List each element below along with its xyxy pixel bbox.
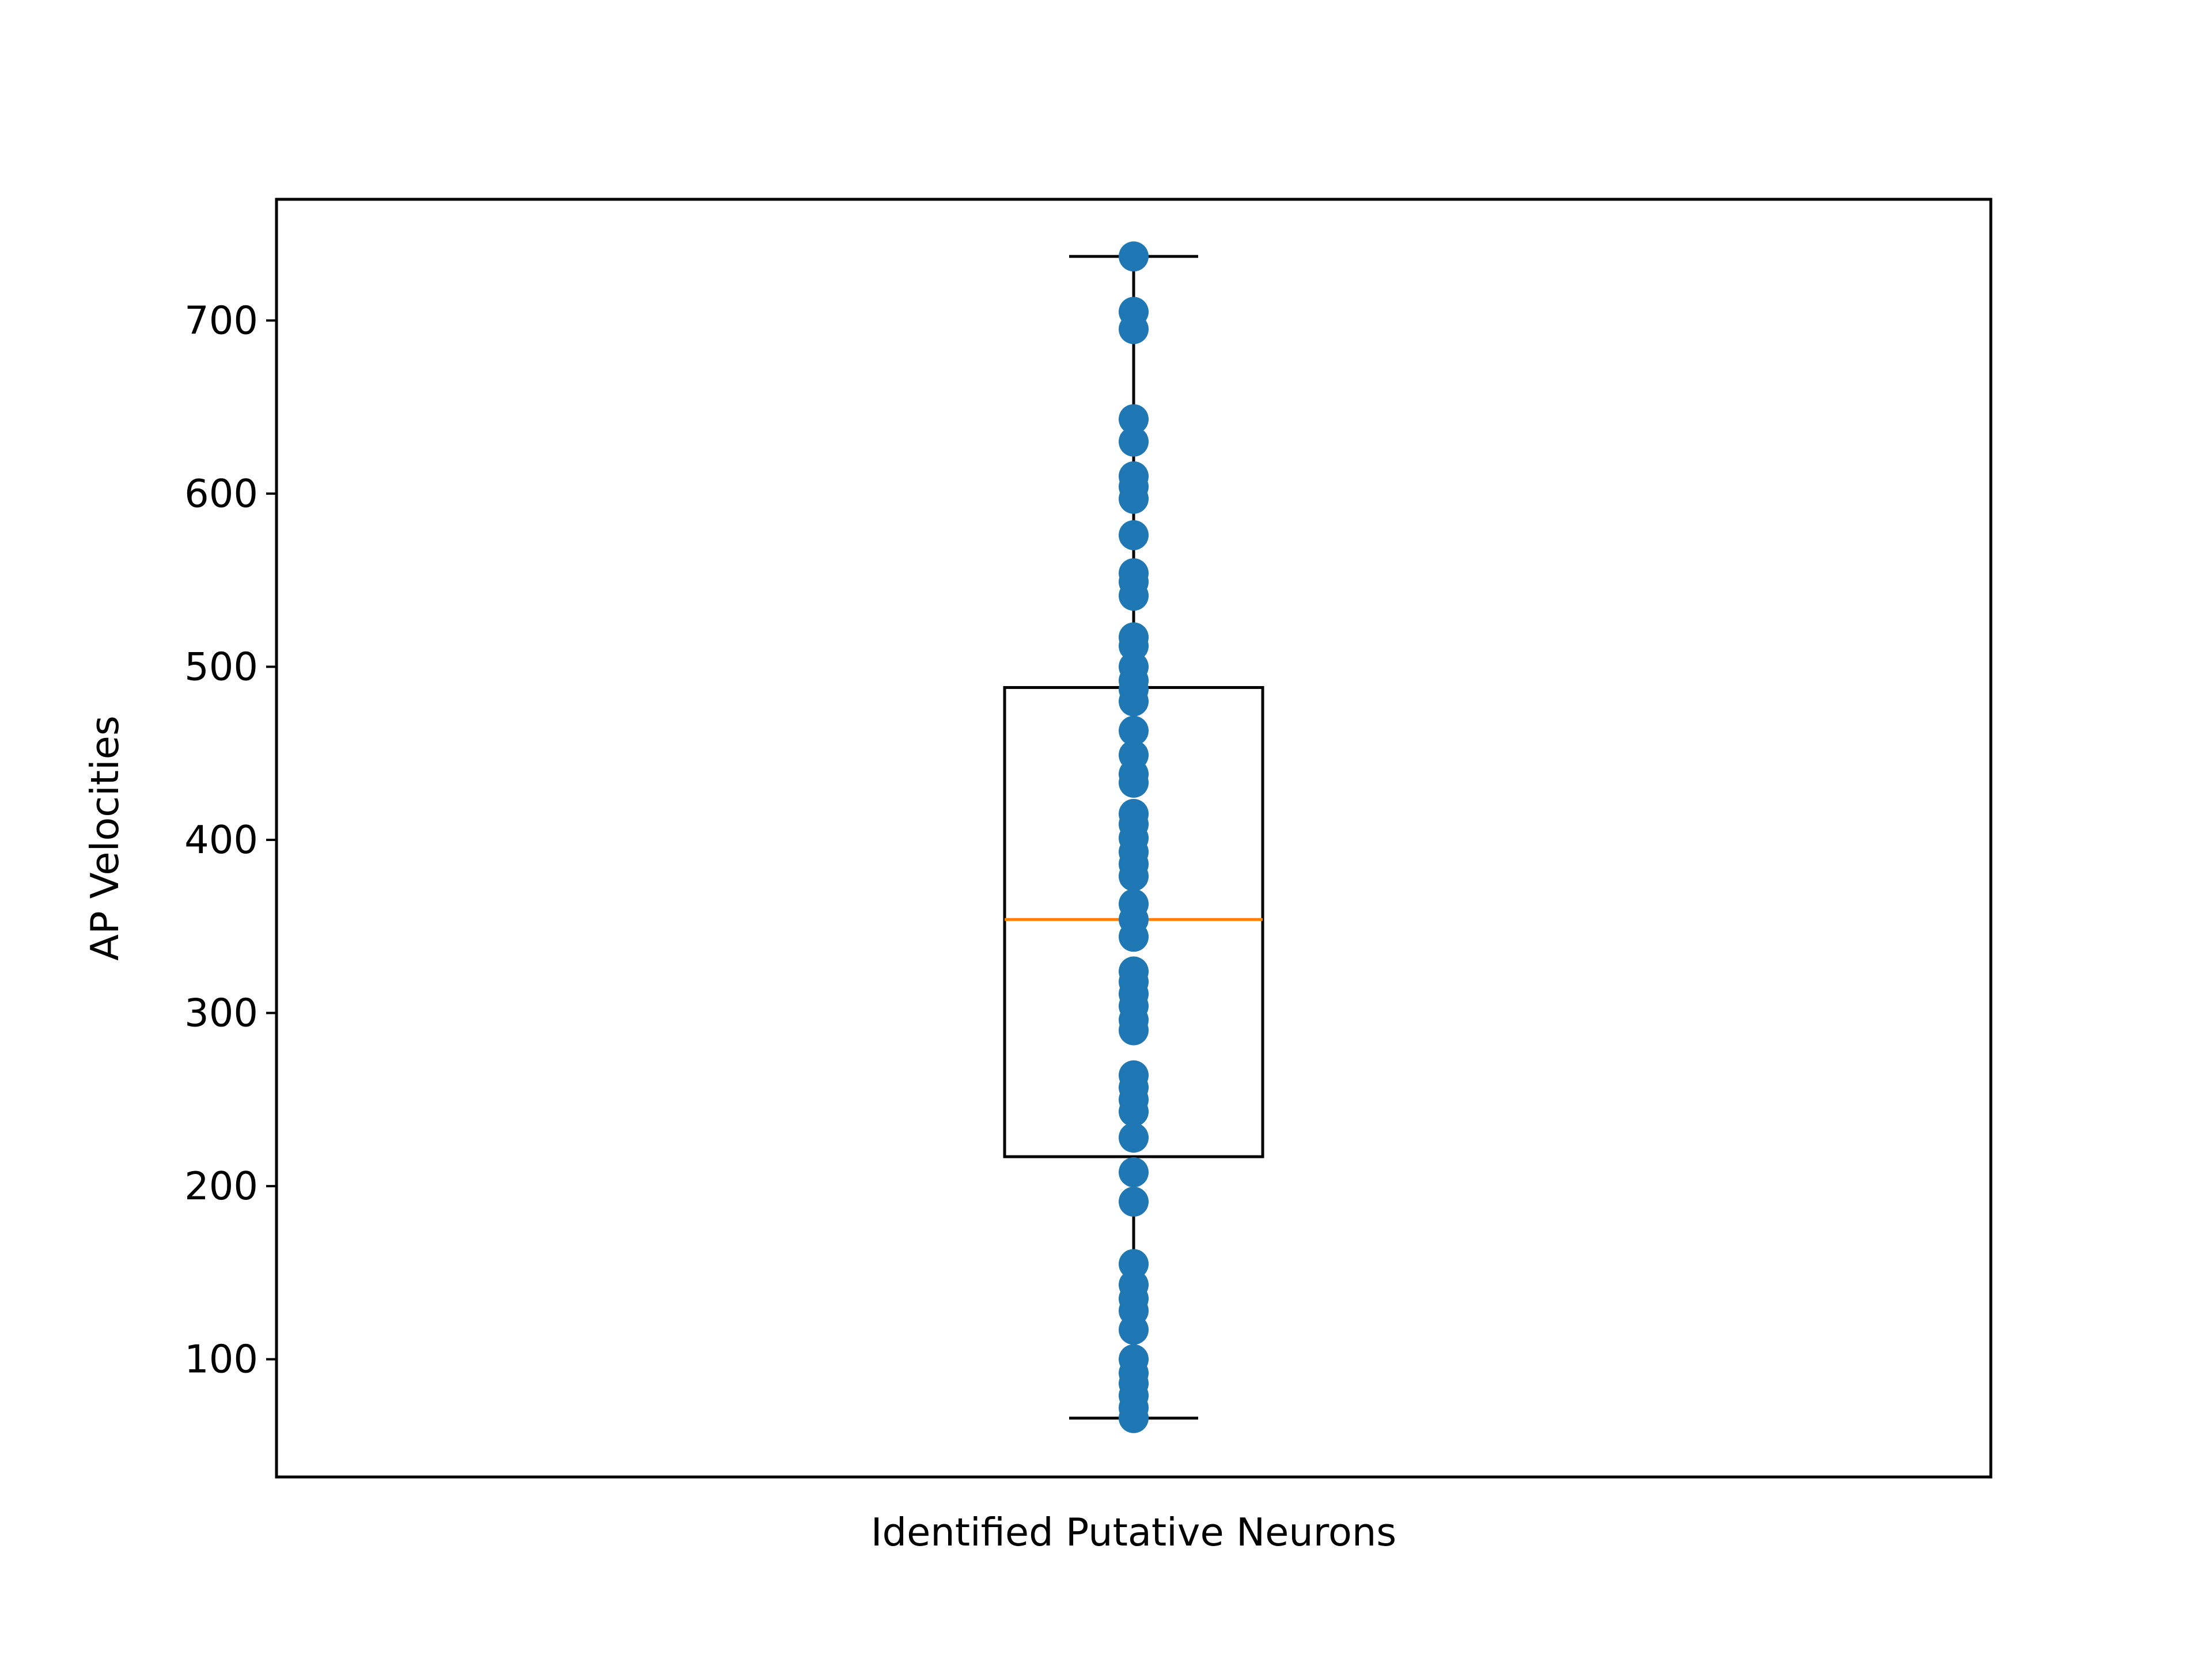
y-tick-label: 400: [184, 817, 258, 862]
data-point: [1119, 404, 1149, 434]
data-point: [1119, 1060, 1149, 1090]
y-tick-label: 600: [184, 471, 258, 516]
y-tick-label: 500: [184, 644, 258, 689]
data-point: [1119, 1187, 1149, 1217]
data-point: [1119, 426, 1149, 457]
y-axis-label: AP Velocities: [82, 715, 127, 960]
data-point: [1119, 715, 1149, 746]
data-point: [1119, 1344, 1149, 1374]
data-point: [1119, 652, 1149, 682]
data-point: [1119, 241, 1149, 272]
y-tick-label: 200: [184, 1164, 258, 1209]
data-point: [1119, 740, 1149, 770]
plot-frame: [275, 198, 1993, 1479]
data-point: [1119, 1122, 1149, 1153]
y-tick-label: 700: [184, 298, 258, 343]
data-point: [1119, 798, 1149, 829]
data-point: [1119, 520, 1149, 551]
data-point: [1119, 1249, 1149, 1279]
x-axis-label: Identified Putative Neurons: [871, 1510, 1396, 1555]
data-point: [1119, 1157, 1149, 1188]
y-tick-label: 300: [184, 991, 258, 1036]
data-point: [1119, 889, 1149, 919]
y-tick-label: 100: [184, 1337, 258, 1382]
data-point: [1119, 558, 1149, 589]
data-point: [1119, 956, 1149, 987]
data-point: [1119, 297, 1149, 327]
data-point: [1119, 1270, 1149, 1300]
data-point: [1119, 461, 1149, 491]
data-point: [1119, 622, 1149, 653]
